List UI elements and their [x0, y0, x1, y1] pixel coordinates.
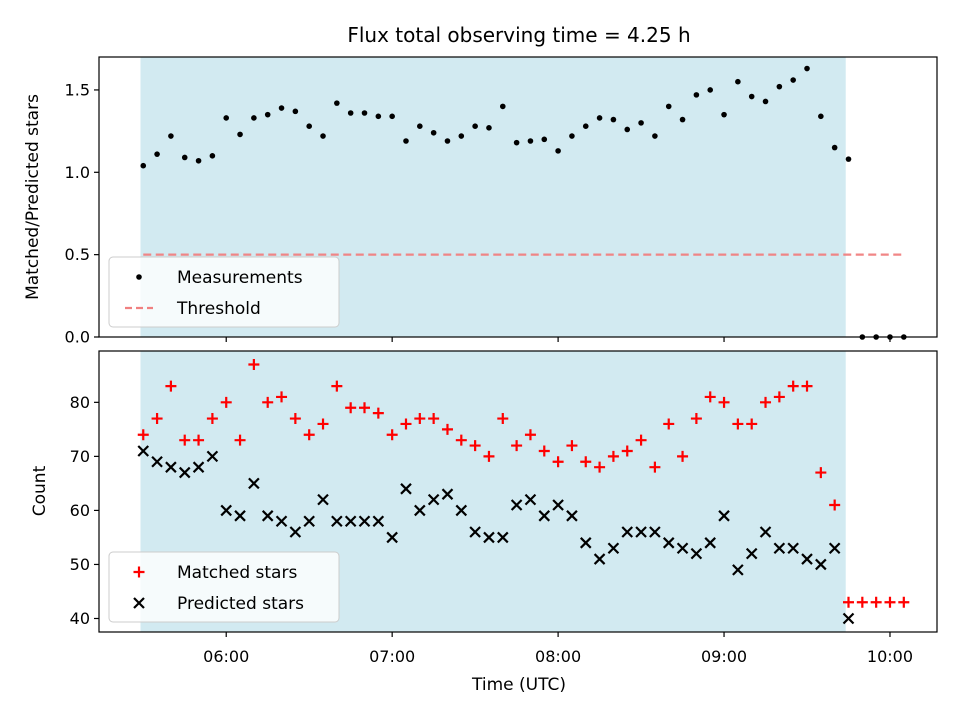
y-tick-label: 70 [70, 447, 90, 466]
x-tick-label: 09:00 [701, 647, 747, 666]
measurements-point [749, 94, 755, 100]
ratio-panel: 0.0 0.5 1.0 1.5 Measurements Threshold [65, 57, 937, 347]
measurements-point [638, 120, 644, 126]
y-tick-label: 40 [70, 609, 90, 628]
measurements-point [652, 133, 658, 139]
measurements-point [140, 163, 146, 169]
count-panel: 40 50 60 70 80 06:00 07:00 08:00 09:00 10:00 Match… [70, 351, 937, 666]
measurements-point [306, 123, 312, 129]
measurements-point [431, 130, 437, 136]
y-tick-label: 0.5 [65, 245, 90, 264]
measurements-point [790, 77, 796, 83]
y-tick-label: 60 [70, 501, 90, 520]
measurements-point [472, 123, 478, 129]
measurements-point [763, 99, 769, 105]
legend-label: Matched stars [177, 563, 297, 583]
measurements-point [680, 117, 686, 123]
measurements-point [182, 155, 188, 161]
measurements-point [777, 84, 783, 90]
measurements-point [251, 115, 257, 121]
x-tick-label: 08:00 [535, 647, 581, 666]
measurements-point [694, 92, 700, 98]
measurements-point [403, 138, 409, 144]
measurements-point [168, 133, 174, 139]
measurements-point [569, 133, 575, 139]
measurements-point [279, 105, 285, 111]
measurements-point [514, 140, 520, 146]
legend-label: Predicted stars [177, 594, 304, 614]
measurements-point [500, 104, 506, 110]
x-tick-label: 06:00 [203, 647, 249, 666]
legend-label: Threshold [176, 299, 261, 319]
measurements-point [666, 104, 672, 110]
measurements-point [334, 100, 340, 106]
count-y-axis-label: Count [30, 465, 50, 516]
measurements-point [804, 66, 810, 72]
legend-label: Measurements [177, 268, 303, 288]
y-tick-label: 80 [70, 393, 90, 412]
y-tick-label: 50 [70, 555, 90, 574]
measurements-point [555, 148, 561, 154]
x-axis-label: Time (UTC) [471, 675, 566, 695]
measurements-point [459, 133, 465, 139]
measurements-point [846, 156, 852, 162]
measurements-point [320, 133, 326, 139]
measurements-point [265, 112, 271, 118]
measurements-point [196, 158, 202, 164]
y-tick-label: 0.0 [65, 328, 90, 347]
measurements-point [735, 79, 741, 85]
measurements-point [832, 145, 838, 151]
measurements-point [376, 113, 382, 119]
measurements-point [528, 138, 534, 144]
measurements-point [237, 132, 243, 138]
chart-title: Flux total observing time = 4.25 h [347, 23, 690, 47]
measurements-point [818, 113, 824, 119]
measurements-point [223, 115, 229, 121]
measurements-point [721, 112, 727, 118]
measurements-point [611, 117, 617, 123]
x-tick-label: 07:00 [369, 647, 415, 666]
measurements-point [597, 115, 603, 121]
measurements-point [154, 151, 160, 157]
legend-marker [136, 274, 142, 280]
measurements-point [486, 125, 492, 131]
y-tick-label: 1.0 [65, 163, 90, 182]
measurements-point [583, 123, 589, 129]
ratio-y-axis-label: Matched/Predicted stars [23, 94, 43, 300]
measurements-point [389, 113, 395, 119]
measurements-point [541, 137, 547, 143]
measurements-point [624, 127, 630, 133]
x-tick-label: 10:00 [867, 647, 913, 666]
measurements-point [293, 109, 299, 115]
measurements-point [362, 110, 368, 116]
measurements-point [417, 123, 423, 129]
measurements-point [210, 153, 216, 159]
measurements-point [445, 138, 451, 144]
y-tick-label: 1.5 [65, 80, 90, 99]
measurements-point [707, 87, 713, 93]
measurements-point [348, 110, 354, 116]
